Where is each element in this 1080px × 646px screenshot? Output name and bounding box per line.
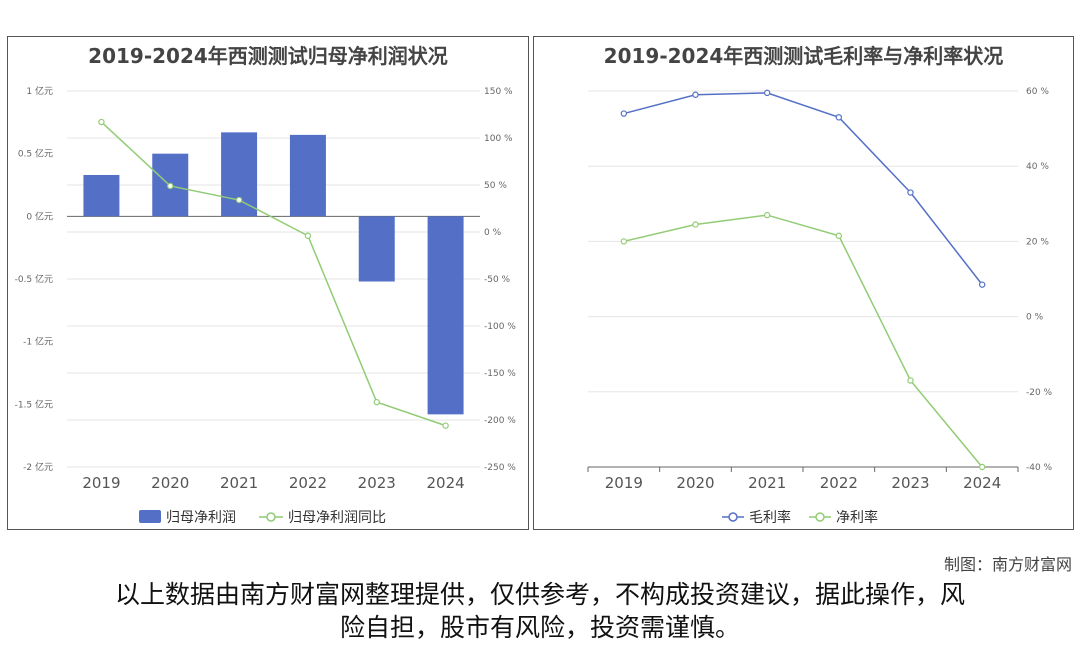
net-margin-point xyxy=(620,238,628,245)
right-axis-tick-label: 40 % xyxy=(1026,162,1049,172)
x-axis-tick-label: 2020 xyxy=(151,474,189,492)
x-axis-tick-label: 2024 xyxy=(426,474,464,492)
margin-chart-title: 2019-2024年西测测试毛利率与净利率状况 xyxy=(603,44,1004,68)
right-axis-tick-label: -200 % xyxy=(484,416,516,426)
disclaimer-text: 以上数据由南方财富网整理提供，仅供参考，不构成投资建议，据此操作，风 险自担，股… xyxy=(0,578,1080,644)
disclaimer-line-2: 险自担，股市有风险，投资需谨慎。 xyxy=(339,613,740,642)
left-axis-tick-label: -1 亿元 xyxy=(23,336,53,348)
right-axis-tick-label: -150 % xyxy=(484,369,516,379)
right-axis-tick-label: 100 % xyxy=(484,134,513,144)
gross-margin-point xyxy=(620,110,628,117)
left-axis-tick-label: -1.5 亿元 xyxy=(15,398,53,410)
net-profit-chart-title: 2019-2024年西测测试归母净利润状况 xyxy=(88,44,448,68)
left-axis-tick-label: -2 亿元 xyxy=(23,461,53,473)
margin-chart: 60 % 40 % 20 % 0 % -20 % -40 % 2019 2020 2021 202… xyxy=(587,87,1053,526)
net-margin-point xyxy=(907,377,914,384)
left-axis-tick-label: -0.5 亿元 xyxy=(15,273,53,285)
legend-swatch-yoy-marker xyxy=(266,512,276,522)
net-profit-bar xyxy=(83,174,120,217)
x-axis-tick-label: 2021 xyxy=(220,474,258,492)
x-axis-tick-label: 2019 xyxy=(605,474,643,492)
net-profit-chart-panel: 1 亿元 0.5 亿元 0 亿元 -0.5 亿元 -1 亿元 -1.5 亿元 -2 亿元 15… xyxy=(7,36,529,530)
gross-margin-point xyxy=(907,189,914,196)
right-axis-tick-label: -50 % xyxy=(484,275,511,285)
net-margin-point xyxy=(835,232,843,239)
yoy-growth-point xyxy=(235,196,243,204)
gross-margin-point xyxy=(763,89,771,97)
x-axis-tick-label: 2020 xyxy=(676,474,714,492)
net-profit-bar xyxy=(289,134,326,217)
yoy-growth-point xyxy=(167,182,174,190)
right-axis-tick-label: 0 % xyxy=(1026,313,1044,323)
chart-credit: 制图：南方财富网 xyxy=(943,555,1072,574)
left-axis-tick-label: 1 亿元 xyxy=(26,85,53,97)
net-margin-point xyxy=(763,211,771,219)
gross-margin-point xyxy=(692,91,699,98)
x-axis-tick-label: 2023 xyxy=(358,474,396,492)
net-profit-chart: 1 亿元 0.5 亿元 0 亿元 -0.5 亿元 -1 亿元 -1.5 亿元 -2 亿元 15… xyxy=(15,85,517,526)
right-axis-tick-label: -100 % xyxy=(484,322,516,332)
net-profit-bar xyxy=(221,132,258,217)
x-axis-tick-label: 2023 xyxy=(891,474,929,492)
disclaimer-line-1: 以上数据由南方财富网整理提供，仅供参考，不构成投资建议，据此操作，风 xyxy=(114,580,965,609)
legend-swatch-net-profit xyxy=(139,510,161,523)
legend-label-gross-margin: 毛利率 xyxy=(749,509,791,526)
legend-swatch-gross-margin-marker xyxy=(728,512,738,522)
legend-label-yoy: 归母净利润同比 xyxy=(288,509,386,526)
x-axis-tick-label: 2024 xyxy=(963,474,1001,492)
right-axis-tick-label: -250 % xyxy=(484,463,516,473)
yoy-growth-point xyxy=(304,232,312,239)
yoy-growth-line xyxy=(100,121,446,427)
right-axis-tick-label: -40 % xyxy=(1026,463,1053,473)
legend-swatch-net-margin-marker xyxy=(815,512,825,522)
net-margin-point xyxy=(692,221,699,228)
margin-chart-panel: 60 % 40 % 20 % 0 % -20 % -40 % 2019 2020 2021 202… xyxy=(533,36,1074,530)
net-margin-line xyxy=(623,214,983,468)
left-axis-tick-label: 0 亿元 xyxy=(26,210,53,222)
x-axis-tick-label: 2021 xyxy=(748,474,786,492)
right-axis-tick-label: 60 % xyxy=(1026,87,1049,97)
right-axis-tick-label: 50 % xyxy=(484,181,507,191)
right-axis-tick-label: 20 % xyxy=(1026,237,1049,247)
legend-label-net-profit: 归母净利润 xyxy=(166,509,236,526)
net-profit-bar xyxy=(427,216,464,415)
yoy-growth-point xyxy=(442,422,449,429)
net-margin-point xyxy=(978,463,986,471)
legend-label-net-margin: 净利率 xyxy=(836,509,878,526)
right-axis-tick-label: 0 % xyxy=(484,228,502,238)
yoy-growth-point xyxy=(98,118,105,126)
x-axis-tick-label: 2022 xyxy=(289,474,327,492)
gross-margin-point xyxy=(835,114,843,121)
x-axis-tick-label: 2019 xyxy=(82,474,120,492)
left-axis-tick-label: 0.5 亿元 xyxy=(18,148,53,160)
x-axis-tick-label: 2022 xyxy=(820,474,858,492)
right-axis-tick-label: -20 % xyxy=(1026,388,1053,398)
gross-margin-line xyxy=(623,92,983,286)
yoy-growth-point xyxy=(373,398,380,406)
gross-margin-point xyxy=(978,281,986,288)
right-axis-tick-label: 150 % xyxy=(484,87,513,97)
net-profit-bar xyxy=(358,216,395,282)
